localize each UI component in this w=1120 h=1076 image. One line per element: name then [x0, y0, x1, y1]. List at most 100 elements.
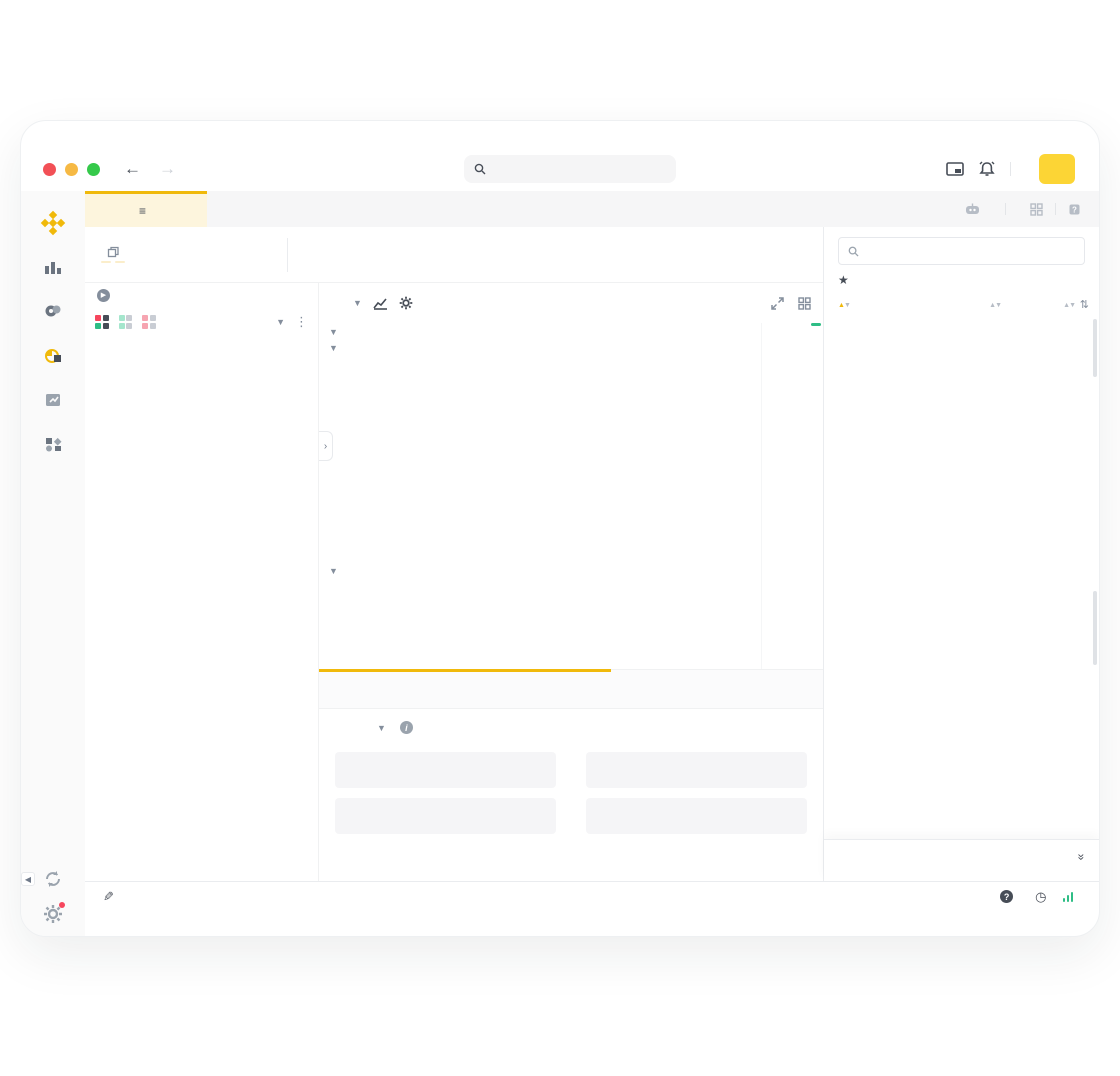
left-nav-rail: ◀: [21, 191, 85, 936]
back-arrow-icon[interactable]: ←: [124, 159, 141, 178]
volume-overlay: ▼: [329, 566, 343, 576]
time-axis: [319, 651, 759, 669]
play-icon: ▶: [97, 288, 110, 302]
order-form: ▼ i: [319, 709, 823, 881]
binance-logo-icon[interactable]: [39, 209, 67, 237]
tab-list-icon: ≡: [138, 203, 146, 218]
scrollbar[interactable]: [1093, 591, 1097, 665]
alert-bell-icon[interactable]: [978, 161, 996, 177]
app-window: ← →: [20, 120, 1100, 937]
chart-type-icon[interactable]: [373, 297, 388, 310]
rail-refresh[interactable]: ◀: [21, 870, 63, 888]
collapse-legend-icon[interactable]: ▼: [329, 327, 338, 337]
maximize-window-icon[interactable]: [87, 162, 100, 176]
window-controls: [43, 162, 100, 176]
sell-amount-input[interactable]: [586, 798, 807, 834]
ma-collapse-icon[interactable]: ▼: [329, 342, 338, 353]
vol-collapse-icon[interactable]: ▼: [329, 566, 338, 576]
book-view-both-icon[interactable]: [95, 315, 109, 329]
divider: [1005, 203, 1006, 215]
sidebar-item-all[interactable]: [42, 435, 64, 457]
candlestick-chart[interactable]: › ▼ ▼ ▼: [319, 323, 823, 669]
trade-panel-tabs: [319, 669, 823, 709]
layout-grid-icon[interactable]: [1030, 202, 1043, 216]
orderbook-header: [85, 337, 318, 357]
trading-bots-icon: [966, 203, 979, 214]
markets-icon: [45, 262, 61, 274]
fullscreen-icon[interactable]: [771, 296, 784, 310]
ohlc-overlay: ▼ ▼: [329, 325, 343, 356]
divider: [1010, 162, 1011, 176]
top-movers-panel: »: [824, 839, 1099, 881]
sidebar-item-trade[interactable]: [42, 347, 64, 369]
buy-price-input[interactable]: [335, 752, 556, 788]
pair-search-input[interactable]: [838, 237, 1085, 265]
info-icon[interactable]: i: [399, 721, 413, 734]
panel-grid-icon[interactable]: [798, 296, 811, 310]
notification-dot: [59, 902, 65, 908]
refresh-icon: [46, 871, 60, 887]
sort-price[interactable]: ▲▼: [989, 302, 1002, 309]
futures-icon: [46, 394, 60, 406]
mid-price-row[interactable]: [85, 357, 318, 387]
svg-text:?: ?: [1072, 205, 1077, 214]
all-apps-icon: [46, 437, 62, 452]
minimize-window-icon[interactable]: [65, 162, 78, 176]
gear-icon: [44, 905, 62, 923]
search-icon: [474, 163, 486, 175]
trade-icon: [45, 349, 61, 363]
edit-ticker-icon[interactable]: ✎: [103, 888, 114, 904]
swap-columns-icon[interactable]: ⇅: [1079, 298, 1089, 311]
collapse-rail-icon[interactable]: ◀: [21, 872, 35, 886]
pair-list-header: ▲▼ ▲▼ ▲▼ ⇅: [824, 293, 1099, 315]
sort-pair[interactable]: ▲▼: [838, 302, 851, 309]
forward-arrow-icon[interactable]: →: [159, 159, 176, 178]
trades-header: [824, 567, 1099, 589]
precision-select[interactable]: ▼: [276, 317, 285, 327]
close-window-icon[interactable]: [43, 162, 56, 176]
sell-price-input[interactable]: [586, 752, 807, 788]
sidebar-item-futures[interactable]: [42, 391, 64, 413]
workspace-tabstrip: ≡ ?: [85, 191, 1099, 227]
interval-more-icon[interactable]: ▼: [353, 298, 362, 308]
order-type-more-icon[interactable]: ▼: [377, 722, 386, 733]
chart-toolbar: ▼: [319, 283, 823, 323]
pip-icon[interactable]: [946, 161, 964, 177]
chart-settings-icon[interactable]: [399, 296, 413, 310]
buy-amount-input[interactable]: [335, 798, 556, 834]
collapse-orderbook-button[interactable]: ›: [319, 431, 333, 461]
buy-crypto-icon: [45, 305, 61, 317]
ticker-header: [85, 227, 823, 283]
connection-signal-icon: [1062, 891, 1073, 902]
book-view-asks-icon[interactable]: [142, 315, 156, 329]
new-tab-button[interactable]: [207, 191, 251, 227]
search-icon: [848, 246, 859, 257]
spot-tutorial[interactable]: ▶: [85, 283, 318, 307]
buy-amount-slider[interactable]: [335, 844, 556, 860]
order-book: ▶ ▼ ⋮: [85, 283, 319, 881]
scrollbar[interactable]: [1093, 319, 1097, 377]
pair-list: [824, 315, 1099, 555]
favorites-star-icon[interactable]: ★: [838, 273, 849, 287]
bids-list: [85, 387, 318, 881]
price-axis: [761, 323, 823, 669]
pow-badge[interactable]: [101, 261, 111, 263]
guide-icon[interactable]: ?: [1068, 203, 1081, 216]
window-bottom-padding: [85, 911, 1099, 936]
clock-icon: ◷: [1035, 888, 1047, 904]
global-search-input[interactable]: [464, 155, 676, 183]
orderbook-menu-icon[interactable]: ⋮: [295, 314, 308, 329]
collapse-panel-icon[interactable]: »: [1074, 853, 1089, 861]
titlebar: ← →: [21, 121, 1099, 191]
vol-badge[interactable]: [115, 261, 125, 263]
rail-settings[interactable]: [43, 902, 65, 924]
buy-form: [335, 746, 556, 860]
sell-amount-slider[interactable]: [586, 844, 807, 860]
sidebar-item-markets[interactable]: [42, 259, 64, 281]
sidebar-item-buy-crypto[interactable]: [42, 303, 64, 325]
tab-btc-usdt[interactable]: ≡: [85, 191, 207, 227]
book-view-bids-icon[interactable]: [118, 315, 132, 329]
register-button[interactable]: [1039, 154, 1075, 184]
copy-icon[interactable]: [107, 246, 119, 258]
sort-change[interactable]: ▲▼: [1063, 302, 1076, 309]
